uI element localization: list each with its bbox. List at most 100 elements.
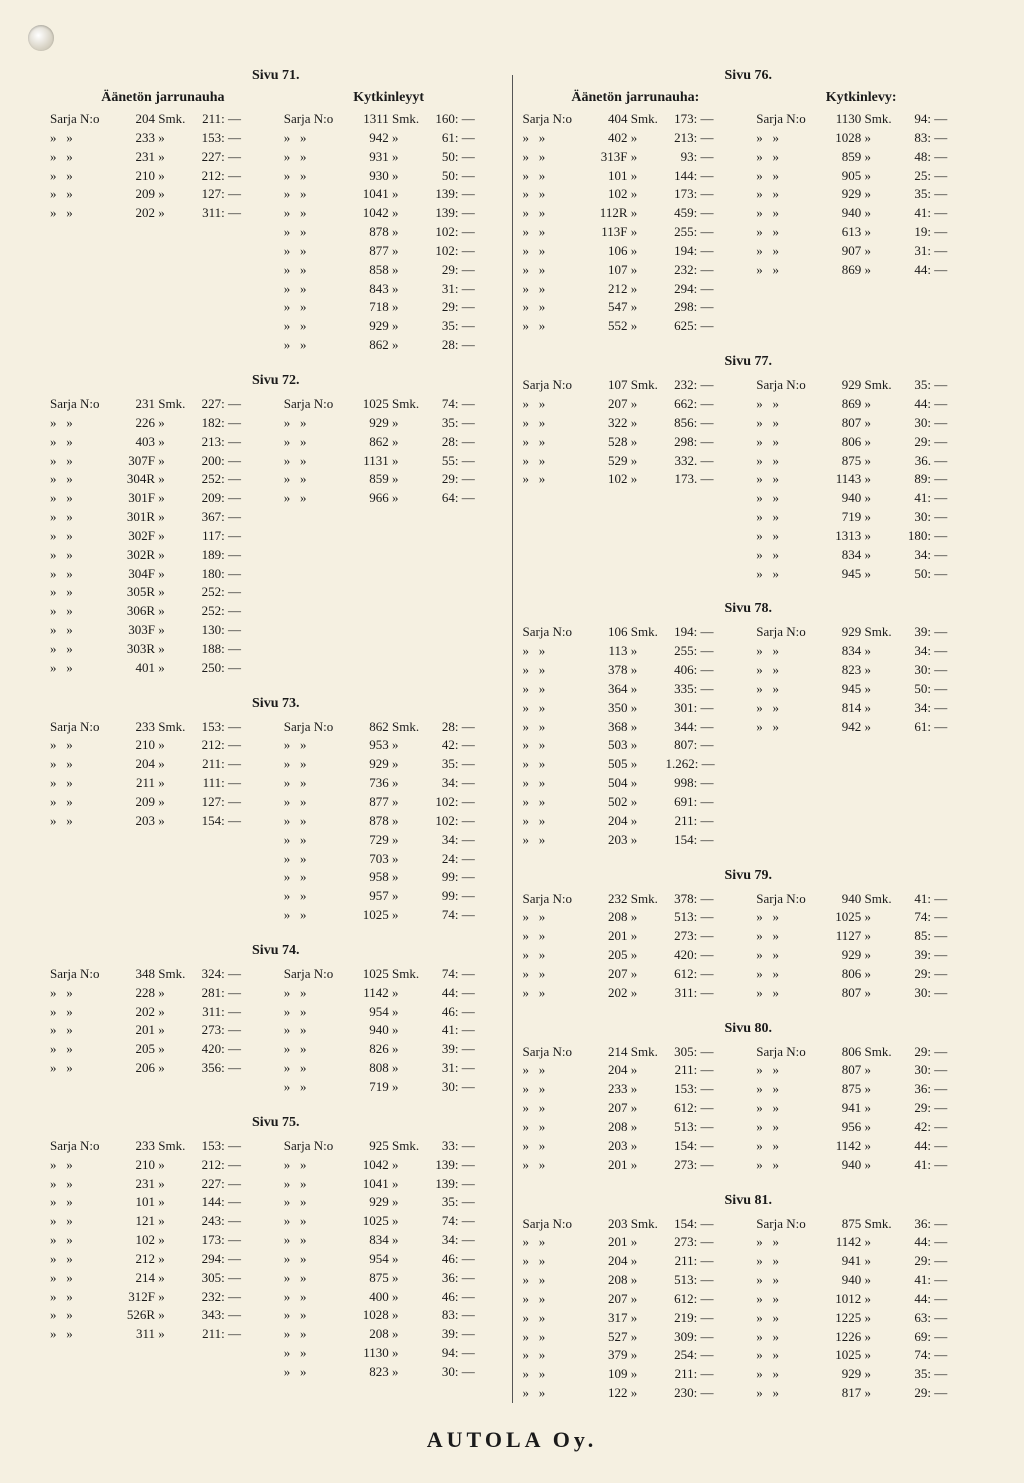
price-row: » » 1041 » 139: —	[284, 185, 502, 204]
row-lead: » »	[523, 148, 588, 167]
row-lead: » »	[756, 470, 821, 489]
row-unit: »	[861, 1080, 899, 1099]
row-lead: » »	[284, 1231, 349, 1250]
row-price: 230: —	[666, 1384, 714, 1403]
price-row: » » 210 » 212: —	[50, 167, 268, 186]
row-lead: » »	[50, 812, 115, 831]
row-unit: »	[628, 774, 666, 793]
price-row: » » 1142 » 44: —	[284, 984, 502, 1003]
row-unit: »	[155, 1175, 193, 1194]
row-lead: » »	[50, 1231, 115, 1250]
row-unit: »	[389, 1325, 427, 1344]
row-unit: Smk.	[628, 376, 666, 395]
row-unit: »	[628, 1384, 666, 1403]
row-lead: » »	[284, 1193, 349, 1212]
row-unit: Smk.	[861, 1215, 899, 1234]
row-number: 954	[349, 1003, 389, 1022]
price-row: » » 858 » 29: —	[284, 261, 502, 280]
price-row: » » 729 » 34: —	[284, 831, 502, 850]
row-price: 35: —	[899, 185, 947, 204]
row-price: 34: —	[899, 699, 947, 718]
row-number: 205	[115, 1040, 155, 1059]
row-number: 201	[588, 1156, 628, 1175]
row-number: 210	[115, 1156, 155, 1175]
price-row: » » 1313 » 180: —	[756, 527, 974, 546]
row-lead: » »	[756, 1290, 821, 1309]
row-lead: » »	[284, 1156, 349, 1175]
row-unit: »	[628, 1080, 666, 1099]
price-row: » » 1028 » 83: —	[284, 1306, 502, 1325]
row-unit: »	[628, 812, 666, 831]
row-lead: » »	[523, 755, 588, 774]
row-number: 929	[349, 1193, 389, 1212]
price-row: » » 1042 » 139: —	[284, 204, 502, 223]
row-price: 160: —	[427, 110, 475, 129]
row-price: 74: —	[899, 1346, 947, 1365]
row-price: 83: —	[427, 1306, 475, 1325]
row-price: 31: —	[427, 280, 475, 299]
row-number: 940	[821, 489, 861, 508]
row-number: 231	[115, 395, 155, 414]
price-row: » » 954 » 46: —	[284, 1003, 502, 1022]
row-lead: » »	[756, 965, 821, 984]
row-price: 324: —	[193, 965, 241, 984]
price-row: » » 547 » 298: —	[523, 298, 741, 317]
row-lead: » »	[50, 185, 115, 204]
row-number: 940	[821, 1271, 861, 1290]
row-unit: »	[155, 583, 193, 602]
row-unit: »	[155, 1059, 193, 1078]
row-unit: »	[628, 831, 666, 850]
row-unit: »	[628, 317, 666, 336]
row-lead: Sarja N:o	[50, 1137, 115, 1156]
row-price: 28: —	[427, 433, 475, 452]
section-pair: Sarja N:o 203 Smk. 154: — » » 201 » 273:…	[523, 1215, 975, 1403]
row-lead: Sarja N:o	[523, 890, 588, 909]
row-unit: »	[861, 1156, 899, 1175]
row-unit: »	[155, 1040, 193, 1059]
row-lead: » »	[756, 565, 821, 584]
row-lead: » »	[523, 470, 588, 489]
row-number: 228	[115, 984, 155, 1003]
row-price: 153: —	[193, 718, 241, 737]
price-row: » » 401 » 250: —	[50, 659, 268, 678]
row-unit: »	[861, 1290, 899, 1309]
row-unit: »	[389, 1175, 427, 1194]
row-unit: »	[155, 736, 193, 755]
price-row: Sarja N:o 862 Smk. 28: —	[284, 718, 502, 737]
price-row: » » 929 » 35: —	[284, 1193, 502, 1212]
row-lead: » »	[50, 1175, 115, 1194]
row-lead: Sarja N:o	[50, 395, 115, 414]
price-row: » » 529 » 332. —	[523, 452, 741, 471]
row-price: 691: —	[666, 793, 714, 812]
row-unit: »	[861, 185, 899, 204]
row-lead: » »	[50, 793, 115, 812]
row-number: 729	[349, 831, 389, 850]
row-price: 35: —	[899, 1365, 947, 1384]
row-price: 332. —	[666, 452, 714, 471]
price-row: » » 113 » 255: —	[523, 642, 741, 661]
row-lead: » »	[523, 908, 588, 927]
row-unit: »	[155, 659, 193, 678]
row-price: 180: —	[193, 565, 241, 584]
row-number: 202	[588, 984, 628, 1003]
section-title: Sivu 80.	[523, 1021, 975, 1037]
row-number: 878	[349, 223, 389, 242]
row-number: 203	[588, 1215, 628, 1234]
row-number: 806	[821, 433, 861, 452]
section-pair: Sarja N:o 214 Smk. 305: — » » 204 » 211:…	[523, 1043, 975, 1175]
row-lead: Sarja N:o	[50, 965, 115, 984]
row-lead: » »	[50, 1021, 115, 1040]
row-lead: Sarja N:o	[756, 890, 821, 909]
row-lead: » »	[284, 317, 349, 336]
price-row: Sarja N:o 925 Smk. 33: —	[284, 1137, 502, 1156]
price-row: » » 208 » 513: —	[523, 908, 741, 927]
row-price: 34: —	[427, 1231, 475, 1250]
row-unit: »	[628, 129, 666, 148]
price-row: » » 304F » 180: —	[50, 565, 268, 584]
row-lead: » »	[284, 167, 349, 186]
price-row: » » 834 » 34: —	[284, 1231, 502, 1250]
row-lead: » »	[756, 508, 821, 527]
row-lead: » »	[50, 659, 115, 678]
row-number: 1130	[349, 1344, 389, 1363]
price-row: » » 201 » 273: —	[523, 927, 741, 946]
